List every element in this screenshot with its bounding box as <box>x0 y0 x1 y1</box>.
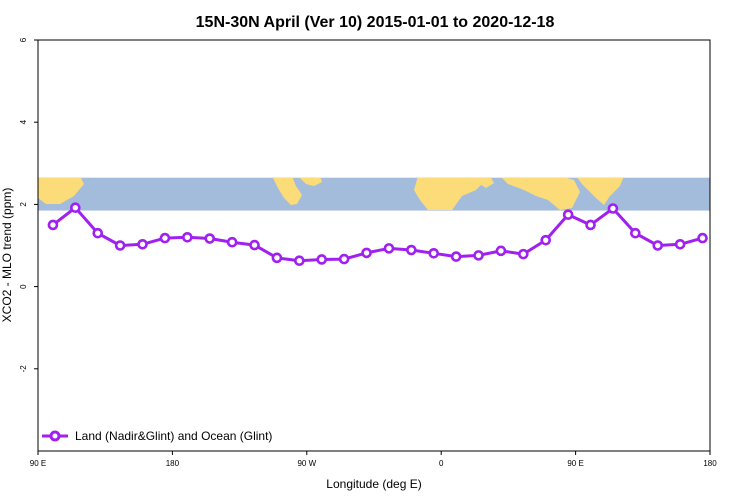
data-point <box>495 245 507 257</box>
data-point <box>316 254 328 265</box>
legend-entry-label: Land (Nadir&Glint) and Ocean (Glint) <box>75 429 272 443</box>
x-tick-label: 180 <box>703 459 717 468</box>
data-point <box>159 232 171 244</box>
x-tick-label: 180 <box>166 459 180 468</box>
data-point <box>361 247 372 259</box>
data-point <box>204 233 216 244</box>
data-point <box>674 238 686 250</box>
x-tick-label: 90 W <box>297 459 316 468</box>
data-point <box>406 244 417 256</box>
y-axis-ticks: -2 0 2 4 6 <box>19 37 38 372</box>
y-tick-label: 4 <box>19 119 28 124</box>
y-tick-label: 2 <box>19 202 28 207</box>
data-point <box>540 234 552 246</box>
x-axis-ticks: 90 E 180 90 W 0 90 E 180 <box>30 451 717 468</box>
legend: Land (Nadir&Glint) and Ocean (Glint) <box>42 429 272 443</box>
map-land-2 <box>299 177 322 186</box>
data-point <box>473 250 484 261</box>
y-axis-label: XCO2 - MLO trend (ppm) <box>0 188 14 323</box>
data-point <box>652 240 664 251</box>
y-tick-label: -2 <box>19 365 28 373</box>
y-tick-label: 0 <box>19 284 28 289</box>
map-land-6 <box>577 177 624 205</box>
data-point <box>114 240 126 251</box>
map-land-5 <box>501 177 580 210</box>
legend-marker <box>49 430 61 442</box>
data-point <box>428 248 440 259</box>
data-point <box>450 251 462 262</box>
data-point <box>383 243 395 254</box>
chart-title: 15N-30N April (Ver 10) 2015-01-01 to 202… <box>196 14 555 31</box>
y-tick-label: 6 <box>19 37 28 42</box>
x-tick-label: 0 <box>439 459 444 468</box>
data-point <box>338 253 350 265</box>
data-point <box>92 227 104 239</box>
x-axis-label: Longitude (deg E) <box>326 477 421 491</box>
data-point <box>518 248 529 260</box>
data-point <box>630 227 641 239</box>
data-point <box>697 232 708 244</box>
x-tick-label: 90 E <box>30 459 46 468</box>
data-point <box>226 236 238 248</box>
data-point <box>47 219 59 231</box>
map-land-0 <box>38 177 84 204</box>
data-point <box>562 209 574 220</box>
map-land-4 <box>478 177 494 188</box>
series-layer <box>47 202 708 267</box>
data-point <box>70 202 81 213</box>
map-land-3 <box>414 177 484 210</box>
data-point <box>137 238 148 250</box>
map-land-1 <box>272 177 302 205</box>
data-point <box>585 219 596 231</box>
world-map-band <box>38 177 710 211</box>
data-point <box>182 231 193 243</box>
plot-frame <box>37 39 711 452</box>
x-tick-label: 90 E <box>567 459 583 468</box>
data-point <box>294 255 305 267</box>
data-point <box>271 252 283 264</box>
data-point <box>607 203 619 214</box>
data-point <box>249 239 260 251</box>
